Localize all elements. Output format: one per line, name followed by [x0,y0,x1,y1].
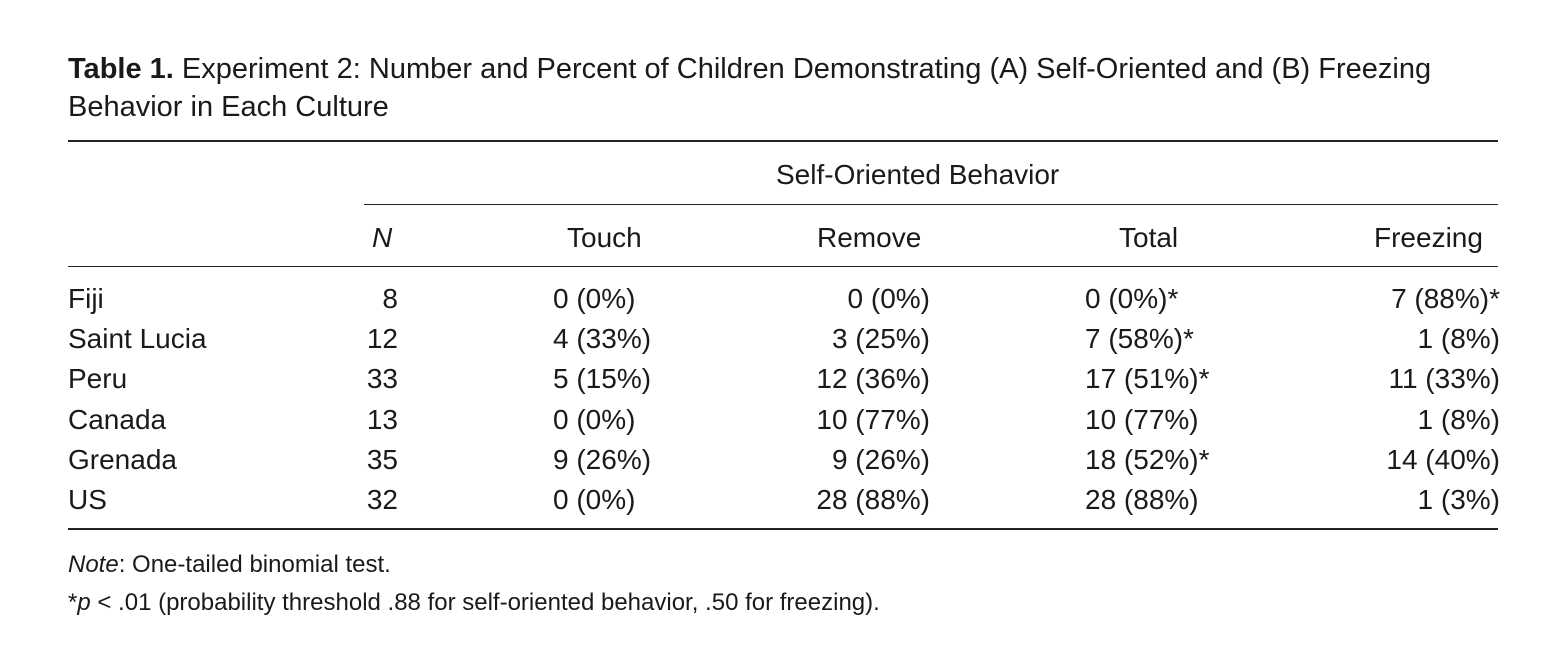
spanner-header: Self-Oriented Behavior [776,159,1060,190]
cell-culture: Grenada [68,443,177,475]
cell-n: 32 [366,484,398,515]
cell-touch: 0 (0%) [553,403,636,435]
cell-freezing: 11 (33%) [1388,363,1500,395]
table-footnote: *p < .01 (probability threshold .88 for … [68,588,880,618]
footnote-p: p [77,589,91,616]
col-header-n: N [372,222,393,253]
cell-culture: US [68,484,107,515]
cell-n: 8 [382,283,398,314]
cell-freezing: 14 (40%) [1386,443,1500,475]
cell-n: 35 [366,443,398,475]
cell-remove: 9 (26%) [831,443,930,475]
cell-culture: Peru [68,363,128,395]
cell-remove: 28 (88%) [816,484,930,515]
cell-remove: 0 (0%) [847,283,930,314]
cell-culture: Fiji [68,283,104,314]
col-header-touch: Touch [567,222,642,253]
cell-freezing: 1 (8%) [1417,323,1500,355]
cell-total: 0 (0%)* [1085,283,1179,314]
table-caption-text: Experiment 2: Number and Percent of Chil… [68,53,1432,123]
cell-culture: Canada [68,403,167,435]
table-label: Table 1. [68,53,174,85]
cell-freezing: 1 (3%) [1417,484,1500,515]
footnote-symbol: * [68,589,78,616]
cell-touch: 9 (26%) [553,443,652,475]
cell-n: 12 [366,323,398,355]
col-header-remove: Remove [817,222,922,253]
note-text: : One-tailed binomial test. [118,551,391,578]
cell-remove: 10 (77%) [816,403,930,435]
col-header-total: Total [1119,222,1179,253]
cell-remove: 3 (25%) [831,323,930,355]
cell-freezing: 1 (8%) [1417,403,1500,435]
header-rule [68,266,1498,267]
cell-remove: 12 (36%) [816,363,930,395]
cell-touch: 4 (33%) [553,323,652,355]
top-rule [68,140,1498,142]
table-note: Note: One-tailed binomial test. [68,550,391,580]
bottom-rule [68,528,1498,530]
cell-total: 7 (58%)* [1085,323,1194,355]
cell-total: 10 (77%) [1085,403,1199,435]
spanner-rule [364,204,1498,205]
cell-freezing: 7 (88%)* [1391,283,1500,314]
cell-touch: 5 (15%) [553,363,652,395]
table-caption: Table 1. Experiment 2: Number and Percen… [68,50,1508,126]
cell-touch: 0 (0%) [553,484,636,515]
cell-total: 28 (88%) [1085,484,1199,515]
cell-touch: 0 (0%) [553,283,636,314]
cell-n: 13 [366,403,398,435]
cell-total: 18 (52%)* [1085,443,1210,475]
note-label: Note [68,551,119,578]
col-header-freezing: Freezing [1374,222,1483,253]
footnote-text: < .01 (probability threshold .88 for sel… [90,589,880,616]
cell-n: 33 [366,363,398,395]
cell-culture: Saint Lucia [68,323,207,355]
cell-total: 17 (51%)* [1085,363,1210,395]
